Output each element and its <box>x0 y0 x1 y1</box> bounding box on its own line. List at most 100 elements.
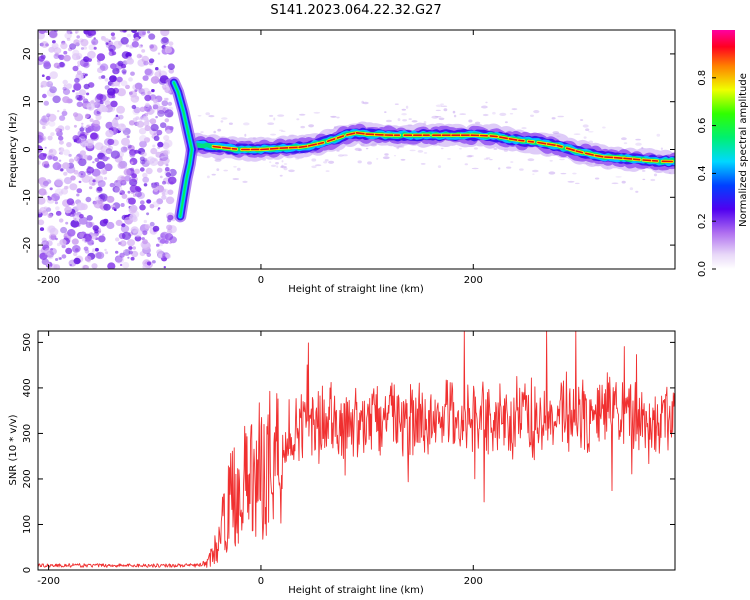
ridge-peak <box>556 144 563 148</box>
spectral-speck <box>511 108 518 111</box>
colorbar-tick-label: 0.6 <box>697 118 708 134</box>
noise-blob <box>63 149 71 156</box>
noise-blob <box>142 263 150 269</box>
spectral-speck <box>308 124 314 128</box>
spectral-speck <box>362 101 369 105</box>
noise-blob <box>127 198 130 201</box>
noise-blob <box>159 75 169 84</box>
spectral-speck <box>313 111 321 114</box>
noise-blob <box>75 30 79 34</box>
noise-blob <box>146 199 152 204</box>
noise-blob <box>150 147 158 155</box>
spectral-speck <box>393 155 397 157</box>
noise-blob <box>142 31 147 35</box>
spectral-speck <box>468 119 473 123</box>
noise-blob <box>107 145 114 151</box>
spectral-speck <box>642 178 646 181</box>
noise-blob <box>73 124 77 128</box>
spectral-speck <box>223 169 228 172</box>
noise-blob <box>42 115 46 119</box>
noise-blob <box>152 225 160 232</box>
ridge-peak <box>317 141 325 145</box>
x-tick-label: 0 <box>258 275 264 286</box>
noise-blob <box>49 187 53 191</box>
noise-blob <box>73 39 80 46</box>
spectral-speck <box>504 121 508 124</box>
noise-blob <box>167 63 175 70</box>
noise-blob <box>48 225 56 233</box>
spectral-speck <box>459 113 467 115</box>
noise-blob <box>84 73 88 77</box>
spectral-speck <box>200 131 204 133</box>
noise-blob <box>94 252 102 259</box>
noise-blob <box>43 163 50 169</box>
noise-blob <box>121 241 126 245</box>
noise-blob <box>146 252 152 257</box>
spectral-speck <box>382 156 390 160</box>
noise-blob <box>139 156 145 162</box>
colorbar-label: Normalized spectral amplitude <box>738 73 749 227</box>
noise-blob <box>129 152 136 158</box>
ridge-peak <box>527 140 535 143</box>
y-tick-label: 20 <box>22 48 33 61</box>
noise-blob <box>139 204 146 211</box>
noise-blob <box>129 178 138 187</box>
spectral-speck <box>311 158 317 162</box>
noise-blob <box>58 54 65 60</box>
snr-y-axis-label: SNR (10 * v/v) <box>8 414 19 485</box>
spectral-speck <box>437 165 442 169</box>
noise-blob <box>44 161 49 165</box>
noise-blob <box>83 246 89 251</box>
noise-blob <box>52 95 61 104</box>
noise-blob <box>41 240 49 248</box>
spectral-speck <box>228 122 233 125</box>
snr-x-axis-label: Height of straight line (km) <box>288 585 424 596</box>
noise-blob <box>130 226 139 234</box>
noise-blob <box>151 89 155 93</box>
spectral-speck <box>279 174 283 177</box>
lower-branch <box>179 148 193 218</box>
spectral-speck <box>443 108 448 112</box>
noise-blob <box>62 88 71 95</box>
noise-blob <box>164 167 170 172</box>
noise-blob <box>93 101 101 109</box>
noise-blob <box>132 246 136 250</box>
noise-blob <box>40 80 48 88</box>
noise-blob <box>130 210 140 219</box>
noise-blob <box>59 115 66 121</box>
noise-blob <box>140 159 146 165</box>
noise-blob <box>107 138 115 146</box>
noise-blob <box>46 196 55 204</box>
noise-blob <box>96 53 106 61</box>
noise-blob <box>122 261 130 269</box>
noise-blob <box>86 142 94 149</box>
noise-blob <box>106 221 115 230</box>
noise-blob <box>89 176 93 179</box>
noise-blob <box>166 228 173 234</box>
noise-blob <box>54 179 63 188</box>
noise-blob <box>125 44 130 48</box>
spectral-speck <box>485 157 491 160</box>
noise-blob <box>84 265 89 269</box>
noise-blob <box>49 30 58 38</box>
noise-blob <box>107 87 116 96</box>
ridge-peak <box>212 145 223 149</box>
noise-blob <box>55 206 60 211</box>
noise-blob <box>104 38 110 43</box>
noise-blob <box>60 168 64 172</box>
noise-blob <box>58 147 65 153</box>
noise-blob <box>96 186 103 192</box>
noise-blob <box>127 190 131 194</box>
spectral-speck <box>621 137 627 141</box>
spectral-speck <box>453 114 457 118</box>
noise-blob <box>127 256 130 259</box>
spectral-speck <box>435 104 442 108</box>
noise-blob <box>64 206 72 214</box>
noise-blob <box>117 60 124 67</box>
noise-blob <box>82 98 89 104</box>
noise-blob <box>60 42 68 50</box>
ridge-peak <box>346 132 356 136</box>
noise-blob <box>163 97 167 101</box>
noise-blob <box>45 75 51 81</box>
noise-blob <box>68 158 75 164</box>
